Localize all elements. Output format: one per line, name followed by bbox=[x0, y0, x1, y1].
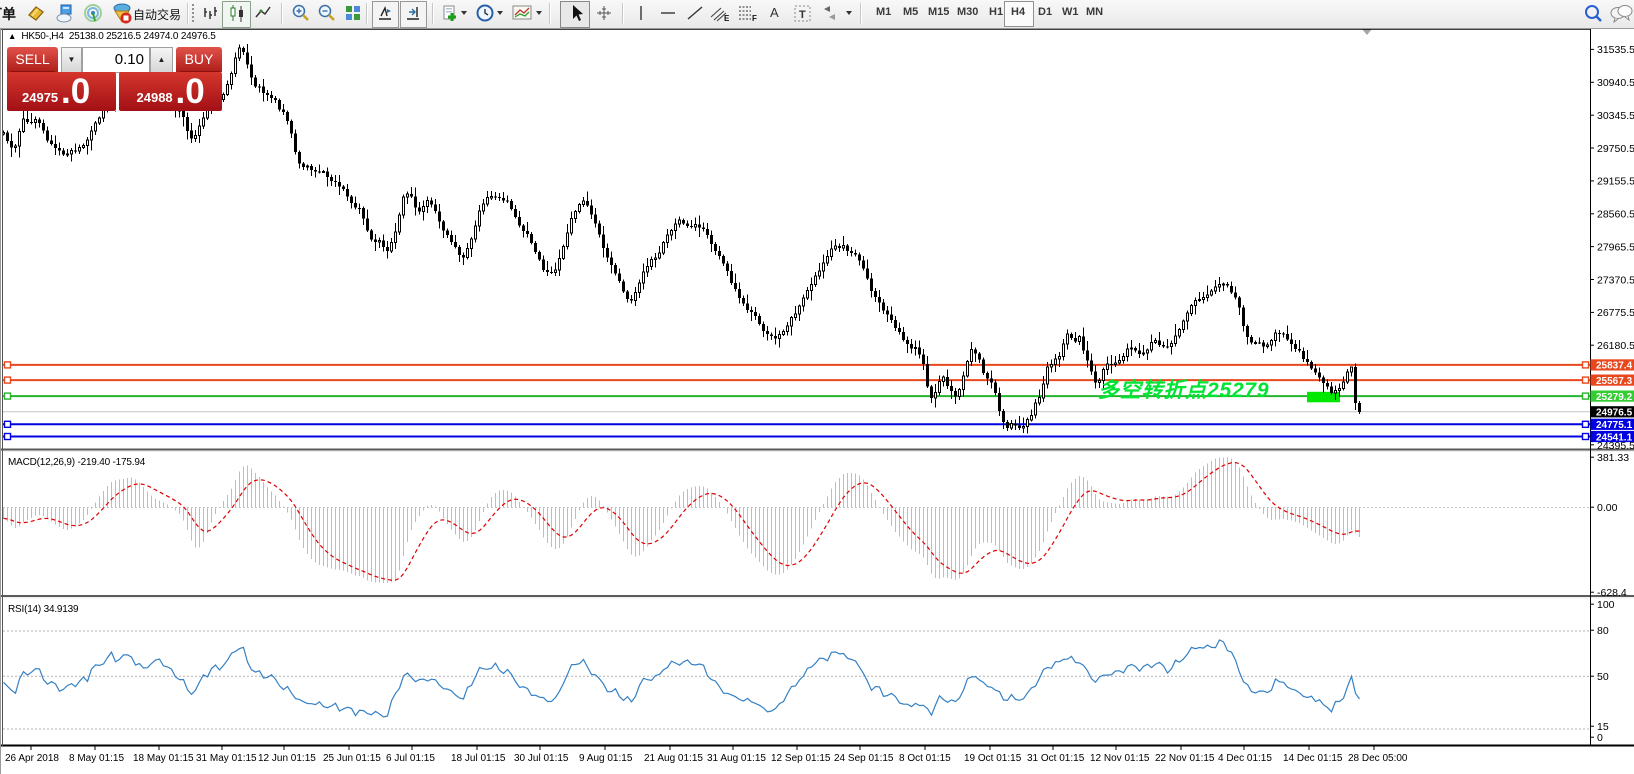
svg-text:381.33: 381.33 bbox=[1597, 452, 1629, 464]
svg-text:25837.4: 25837.4 bbox=[1596, 361, 1633, 372]
svg-text:26 Apr 2018: 26 Apr 2018 bbox=[5, 753, 59, 764]
svg-text:18 May 01:15: 18 May 01:15 bbox=[133, 753, 194, 764]
svg-text:24395.5: 24395.5 bbox=[1597, 440, 1634, 452]
svg-text:24976.5: 24976.5 bbox=[1596, 408, 1633, 419]
svg-text:-628.4: -628.4 bbox=[1597, 587, 1627, 599]
svg-text:31 Oct 01:15: 31 Oct 01:15 bbox=[1027, 753, 1085, 764]
svg-text:0.00: 0.00 bbox=[1597, 502, 1618, 514]
svg-text:T: T bbox=[799, 9, 806, 21]
svg-text:E: E bbox=[724, 14, 730, 23]
svg-text:31 May 01:15: 31 May 01:15 bbox=[196, 753, 257, 764]
svg-text:30 Jul 01:15: 30 Jul 01:15 bbox=[514, 753, 569, 764]
svg-text:12 Sep 01:15: 12 Sep 01:15 bbox=[771, 753, 831, 764]
svg-text:25567.3: 25567.3 bbox=[1596, 376, 1633, 387]
svg-text:多空转折点25279: 多空转折点25279 bbox=[1098, 378, 1269, 402]
svg-text:6 Jul 01:15: 6 Jul 01:15 bbox=[386, 753, 435, 764]
svg-text:18 Jul 01:15: 18 Jul 01:15 bbox=[451, 753, 506, 764]
svg-text:31 Aug 01:15: 31 Aug 01:15 bbox=[707, 753, 766, 764]
svg-text:31535.5: 31535.5 bbox=[1597, 44, 1634, 56]
svg-text:F: F bbox=[752, 14, 757, 23]
svg-text:14 Dec 01:15: 14 Dec 01:15 bbox=[1283, 753, 1343, 764]
svg-text:12 Jun 01:15: 12 Jun 01:15 bbox=[258, 753, 316, 764]
svg-text:27370.5: 27370.5 bbox=[1597, 274, 1634, 286]
svg-text:27965.5: 27965.5 bbox=[1597, 241, 1634, 253]
svg-text:15: 15 bbox=[1597, 721, 1609, 733]
svg-text:29750.5: 29750.5 bbox=[1597, 143, 1634, 155]
svg-text:21 Aug 01:15: 21 Aug 01:15 bbox=[644, 753, 703, 764]
svg-text:80: 80 bbox=[1597, 625, 1609, 637]
svg-text:8 Oct 01:15: 8 Oct 01:15 bbox=[899, 753, 951, 764]
svg-text:30345.5: 30345.5 bbox=[1597, 110, 1634, 122]
svg-text:19 Oct 01:15: 19 Oct 01:15 bbox=[964, 753, 1022, 764]
svg-text:9 Aug 01:15: 9 Aug 01:15 bbox=[579, 753, 633, 764]
svg-text:12 Nov 01:15: 12 Nov 01:15 bbox=[1090, 753, 1150, 764]
svg-text:MACD(12,26,9) -219.40 -175.94: MACD(12,26,9) -219.40 -175.94 bbox=[8, 457, 146, 468]
svg-text:26180.5: 26180.5 bbox=[1597, 340, 1634, 352]
svg-text:0: 0 bbox=[1597, 732, 1603, 744]
svg-text:24 Sep 01:15: 24 Sep 01:15 bbox=[834, 753, 894, 764]
svg-text:RSI(14) 34.9139: RSI(14) 34.9139 bbox=[8, 604, 79, 615]
svg-text:22 Nov 01:15: 22 Nov 01:15 bbox=[1155, 753, 1215, 764]
svg-text:25279.2: 25279.2 bbox=[1596, 392, 1633, 403]
svg-text:24541.1: 24541.1 bbox=[1596, 432, 1633, 443]
svg-text:50: 50 bbox=[1597, 671, 1609, 683]
svg-text:26775.5: 26775.5 bbox=[1597, 307, 1634, 319]
svg-text:28560.5: 28560.5 bbox=[1597, 209, 1634, 221]
svg-text:25 Jun 01:15: 25 Jun 01:15 bbox=[323, 753, 381, 764]
svg-text:4 Dec 01:15: 4 Dec 01:15 bbox=[1218, 753, 1272, 764]
svg-text:29155.5: 29155.5 bbox=[1597, 176, 1634, 188]
svg-text:24775.1: 24775.1 bbox=[1596, 420, 1633, 431]
svg-text:8 May 01:15: 8 May 01:15 bbox=[69, 753, 124, 764]
svg-text:28 Dec 05:00: 28 Dec 05:00 bbox=[1348, 753, 1408, 764]
svg-text:30940.5: 30940.5 bbox=[1597, 77, 1634, 89]
svg-text:100: 100 bbox=[1597, 599, 1615, 611]
